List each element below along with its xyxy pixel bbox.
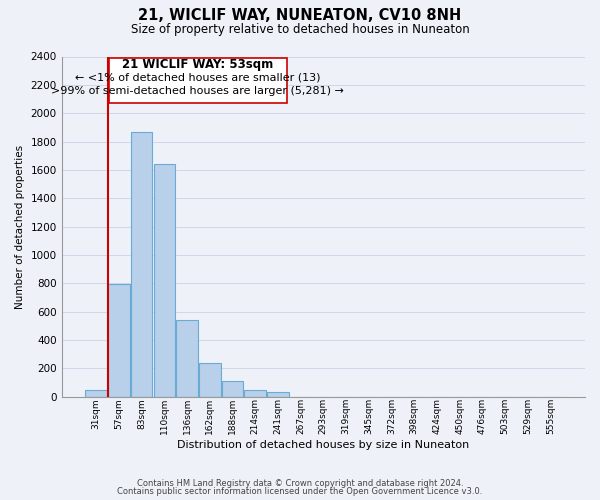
Bar xyxy=(131,132,152,396)
Text: ← <1% of detached houses are smaller (13): ← <1% of detached houses are smaller (13… xyxy=(75,72,320,82)
Text: Contains HM Land Registry data © Crown copyright and database right 2024.: Contains HM Land Registry data © Crown c… xyxy=(137,478,463,488)
Text: Contains public sector information licensed under the Open Government Licence v3: Contains public sector information licen… xyxy=(118,487,482,496)
Bar xyxy=(176,320,198,396)
Bar xyxy=(267,392,289,396)
Bar xyxy=(154,164,175,396)
Text: Size of property relative to detached houses in Nuneaton: Size of property relative to detached ho… xyxy=(131,22,469,36)
Y-axis label: Number of detached properties: Number of detached properties xyxy=(15,144,25,308)
Text: 21, WICLIF WAY, NUNEATON, CV10 8NH: 21, WICLIF WAY, NUNEATON, CV10 8NH xyxy=(139,8,461,22)
Text: >99% of semi-detached houses are larger (5,281) →: >99% of semi-detached houses are larger … xyxy=(52,86,344,96)
Bar xyxy=(199,364,221,396)
Text: 21 WICLIF WAY: 53sqm: 21 WICLIF WAY: 53sqm xyxy=(122,58,274,71)
Bar xyxy=(85,390,107,396)
X-axis label: Distribution of detached houses by size in Nuneaton: Distribution of detached houses by size … xyxy=(177,440,469,450)
Bar xyxy=(108,284,130,397)
Bar xyxy=(244,390,266,396)
Bar xyxy=(222,381,243,396)
Bar xyxy=(109,58,287,104)
